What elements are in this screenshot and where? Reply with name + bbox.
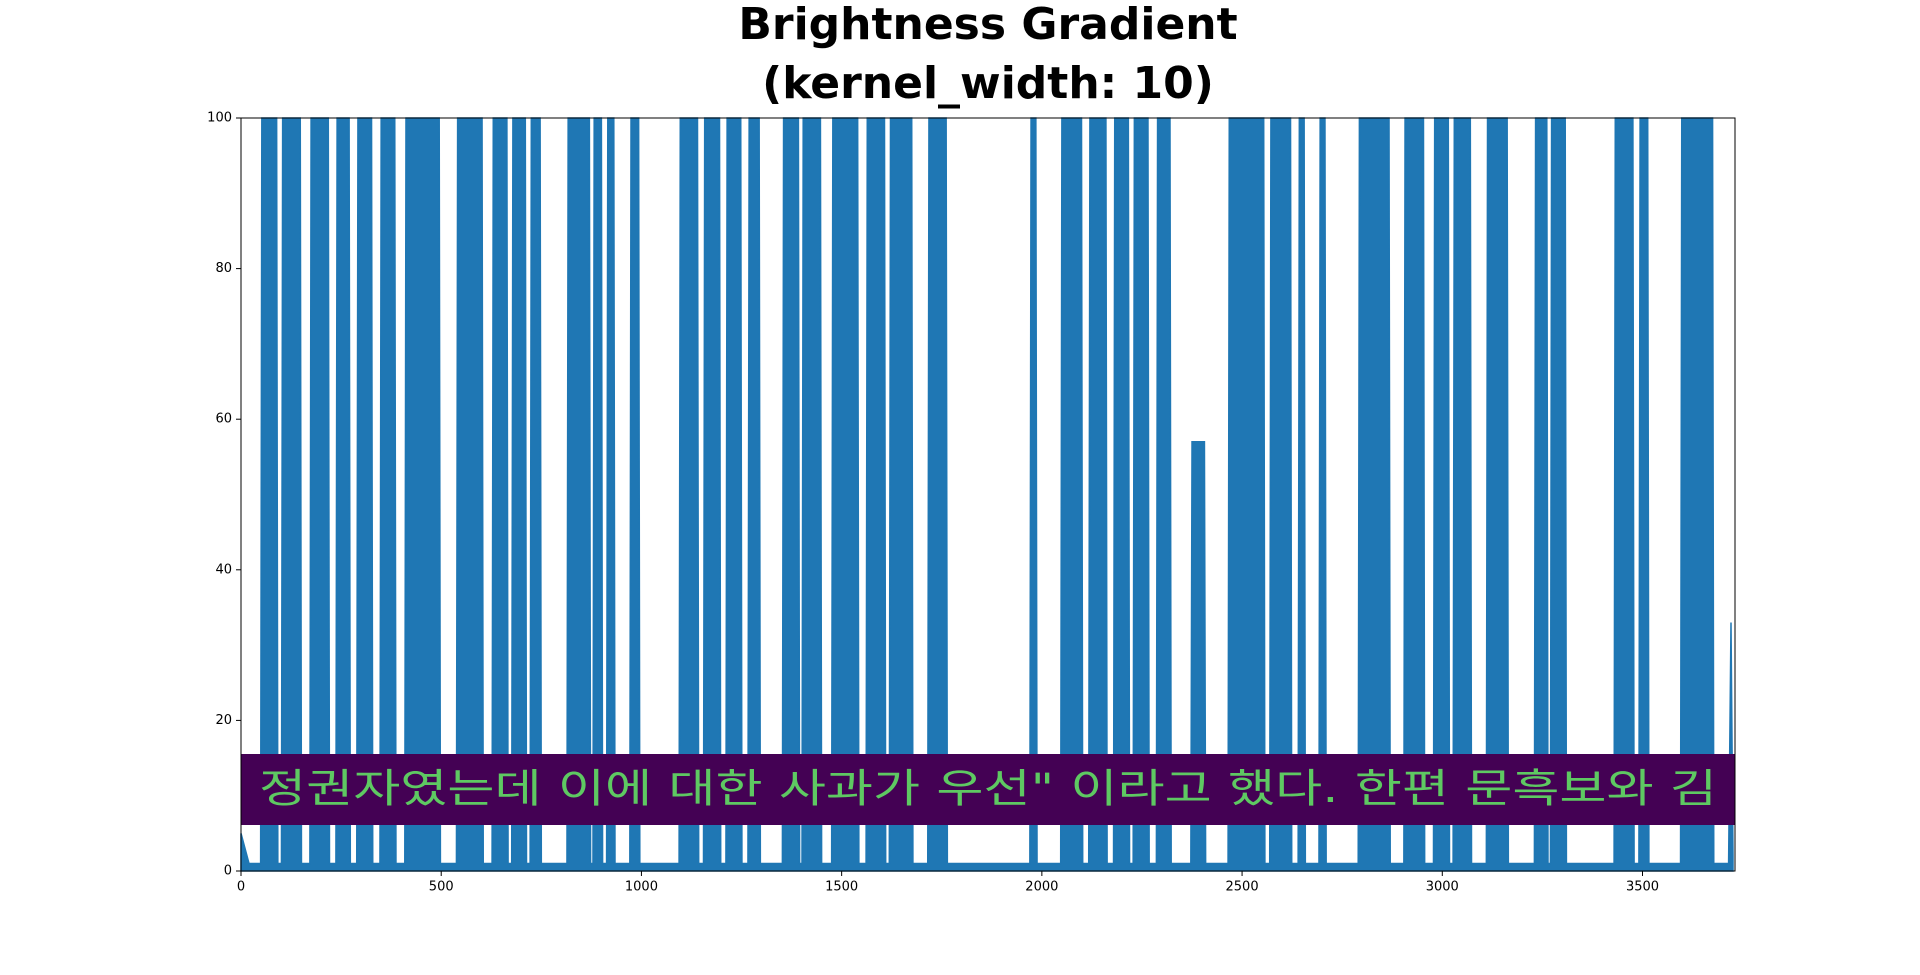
x-tick-label: 500 xyxy=(429,880,454,895)
plot-frame xyxy=(240,117,1736,872)
x-tick-label: 2500 xyxy=(1226,880,1259,895)
y-tick-label: 40 xyxy=(215,562,232,577)
x-tick-label: 2000 xyxy=(1025,880,1058,895)
y-tick-label: 0 xyxy=(224,864,232,879)
x-tick-label: 3500 xyxy=(1626,880,1659,895)
y-tick-label: 80 xyxy=(215,261,232,276)
y-tick-label: 20 xyxy=(215,713,232,728)
y-tick-label: 100 xyxy=(207,111,232,126)
overlay-image xyxy=(241,754,1735,825)
x-tick-label: 1500 xyxy=(825,880,858,895)
area xyxy=(240,117,1734,872)
chart-title: (kernel_width: 10) xyxy=(762,58,1214,109)
overlay-text: 정권자였는데 이에 대한 사과가 우선" 이라고 했다. 한편 문흑보와 김 xyxy=(259,766,1717,812)
y-tick-label: 60 xyxy=(215,412,232,427)
x-tick-label: 3000 xyxy=(1426,880,1459,895)
chart-title: Brightness Gradient xyxy=(738,0,1237,50)
x-tick-label: 1000 xyxy=(625,880,658,895)
x-tick-label: 0 xyxy=(237,880,245,895)
